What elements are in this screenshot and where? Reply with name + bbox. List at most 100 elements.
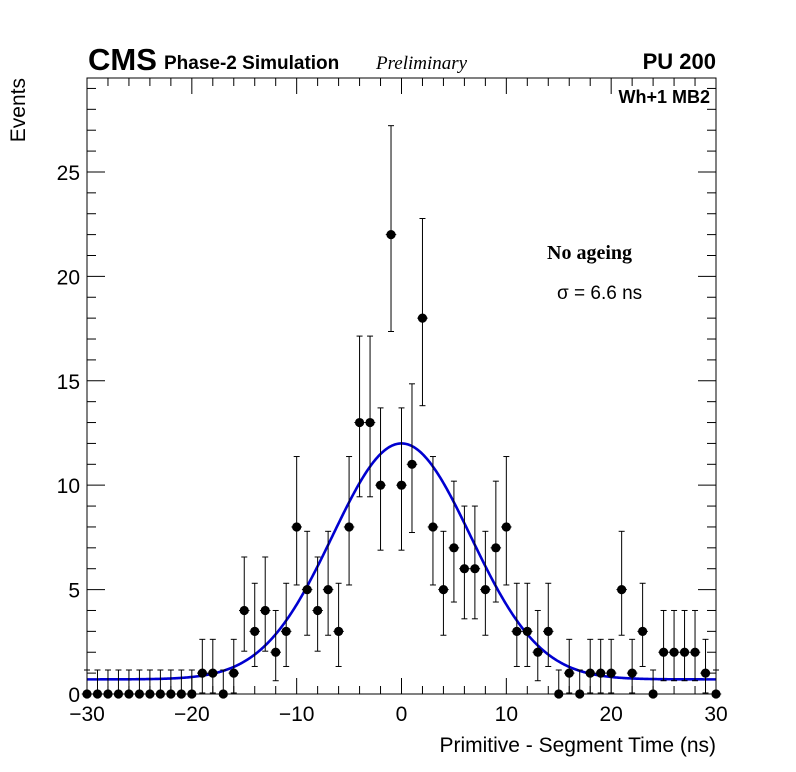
data-marker (334, 626, 344, 636)
data-point (522, 582, 533, 667)
data-marker (92, 689, 103, 699)
x-tick-label: −20 (174, 703, 210, 726)
data-point (165, 669, 177, 699)
data-marker (292, 522, 302, 532)
data-point (364, 335, 376, 498)
data-marker (522, 626, 532, 636)
data-point (343, 456, 355, 586)
data-point (176, 669, 187, 699)
y-axis-title: Events (7, 78, 30, 142)
data-point (469, 505, 481, 620)
data-marker (365, 417, 375, 428)
data-point (396, 407, 407, 551)
data-point (448, 480, 460, 603)
data-marker (648, 689, 658, 699)
data-marker (491, 543, 501, 553)
data-marker (679, 647, 690, 657)
preliminary-label: Preliminary (375, 53, 468, 74)
data-point (207, 638, 219, 694)
data-marker (323, 584, 333, 595)
data-marker (658, 647, 669, 657)
data-point (679, 609, 690, 682)
data-point (553, 669, 564, 699)
data-marker (690, 647, 700, 657)
data-marker (449, 543, 459, 553)
data-point (333, 582, 344, 667)
data-marker (375, 480, 386, 490)
condition-label: No ageing (547, 242, 632, 264)
data-marker (585, 668, 595, 678)
data-marker (155, 689, 165, 699)
data-marker (700, 668, 711, 678)
sigma-label: σ = 6.6 ns (557, 283, 642, 304)
data-point (259, 556, 271, 652)
data-point (647, 669, 659, 699)
data-marker (250, 626, 260, 636)
data-point (301, 530, 313, 636)
data-marker (438, 584, 449, 595)
data-marker (459, 564, 469, 574)
x-tick-label: 20 (599, 703, 622, 726)
data-marker (82, 689, 92, 699)
data-point (658, 609, 669, 682)
data-marker (386, 230, 396, 240)
data-marker (197, 668, 207, 678)
data-point (616, 530, 627, 636)
data-point (595, 638, 606, 694)
data-point (584, 638, 596, 694)
data-marker (417, 313, 428, 323)
data-point (689, 609, 701, 682)
data-point (543, 582, 554, 667)
data-marker (239, 605, 249, 616)
data-marker (480, 584, 490, 595)
data-marker (103, 689, 113, 699)
data-point (700, 638, 711, 694)
data-point (280, 582, 292, 667)
data-point (134, 669, 145, 699)
data-point (626, 638, 638, 694)
data-marker (313, 605, 323, 616)
data-point (532, 609, 544, 682)
data-point (710, 669, 722, 699)
data-point (249, 582, 260, 667)
data-point (574, 669, 585, 699)
data-marker (113, 689, 124, 699)
data-point (312, 556, 323, 652)
data-point (417, 217, 428, 407)
y-tick-label: 10 (57, 475, 80, 498)
data-point (490, 480, 502, 603)
data-marker (344, 522, 354, 532)
data-marker (575, 689, 585, 699)
data-point (406, 383, 418, 534)
data-marker (596, 668, 606, 678)
data-marker (533, 647, 543, 657)
data-marker (470, 564, 480, 574)
data-marker (260, 605, 270, 616)
x-tick-labels: −30 −20 −10 0 10 20 30 (69, 703, 727, 726)
x-tick-label: 10 (495, 703, 518, 726)
x-tick-label: 30 (704, 703, 727, 726)
data-point (322, 530, 334, 636)
data-marker (501, 522, 511, 532)
data-marker (208, 668, 218, 678)
y-tick-label: 25 (57, 162, 80, 185)
data-marker (281, 626, 291, 636)
data-point (218, 669, 229, 699)
data-marker (396, 480, 407, 490)
x-tick-label: −30 (69, 703, 105, 726)
data-point (563, 638, 575, 694)
data-marker (166, 689, 176, 699)
y-tick-label: 5 (68, 580, 80, 603)
data-marker (543, 626, 553, 636)
data-point (354, 335, 365, 498)
data-marker (554, 689, 564, 699)
data-marker (134, 689, 145, 699)
data-marker (124, 689, 134, 699)
data-point (637, 582, 648, 667)
data-marker (229, 668, 239, 678)
data-marker (669, 647, 679, 657)
data-point (668, 609, 680, 682)
data-marker (627, 668, 637, 678)
data-points (81, 125, 722, 699)
y-tick-label: 0 (68, 684, 80, 707)
